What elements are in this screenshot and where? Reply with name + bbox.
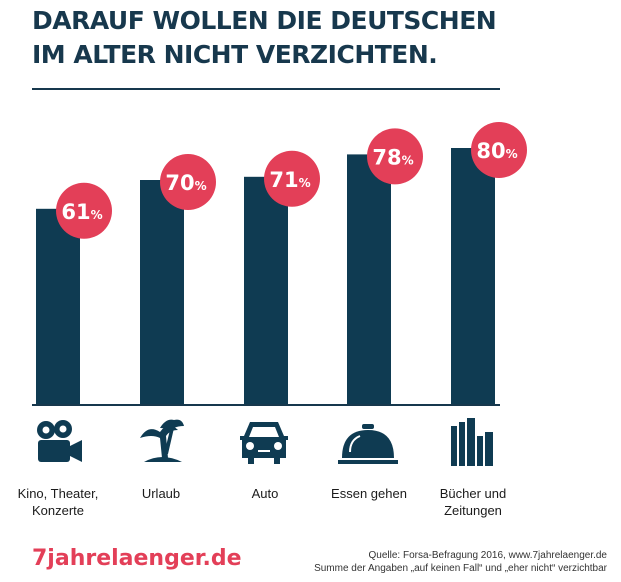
value-label-2: 71%: [269, 168, 310, 192]
bar-3: [347, 154, 391, 404]
value-label-1: 70%: [165, 171, 206, 195]
category-label-kino: Kino, Theater, Konzerte: [17, 486, 99, 518]
value-label-0: 61%: [61, 200, 102, 224]
category-label-auto: Auto: [251, 486, 279, 501]
value-badge-0: [56, 182, 112, 239]
chart-title: DARAUF WOLLEN DIE DEUTSCHEN IM ALTER NIC…: [32, 4, 497, 72]
value-badge-4: [471, 122, 527, 178]
title-line-2: IM ALTER NICHT VERZICHTEN.: [32, 40, 438, 69]
movie-camera-icon: [37, 420, 82, 462]
source-line-2: Summe der Angaben „auf keinen Fall“ und …: [314, 563, 607, 574]
title-divider: [32, 88, 500, 90]
x-axis-baseline: [32, 404, 500, 406]
bar-2: [244, 176, 288, 404]
title-line-1: DARAUF WOLLEN DIE DEUTSCHEN: [32, 6, 497, 35]
source-note: Quelle: Forsa-Befragung 2016, www.7jahre…: [314, 549, 607, 575]
bar-4: [451, 148, 495, 404]
food-cloche-icon: [338, 424, 398, 464]
source-line-1: Quelle: Forsa-Befragung 2016, www.7jahre…: [368, 550, 607, 561]
value-badge-3: [367, 128, 423, 185]
books-icon: [451, 418, 493, 466]
category-label-essen: Essen gehen: [331, 486, 407, 501]
palm-tree-icon: [140, 419, 184, 462]
car-icon: [240, 422, 288, 464]
value-badge-1: [160, 154, 216, 210]
category-label-buecher: Bücher und Zeitungen: [439, 486, 507, 518]
value-label-4: 80%: [476, 139, 517, 163]
bar-1: [140, 180, 184, 404]
category-label-urlaub: Urlaub: [141, 486, 181, 501]
value-badge-2: [264, 150, 320, 207]
bar-0: [36, 208, 80, 404]
value-label-3: 78%: [372, 145, 413, 169]
brand-logo: 7jahrelaenger.de: [32, 546, 242, 571]
